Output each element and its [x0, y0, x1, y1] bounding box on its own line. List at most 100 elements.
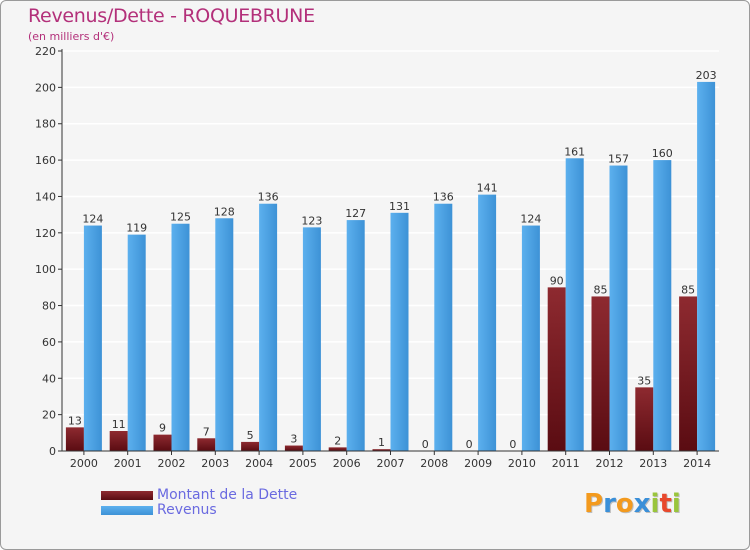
logo-letter: t: [659, 489, 672, 519]
data-label-revenue: 141: [477, 182, 498, 195]
legend-label-revenue: Revenus: [157, 502, 217, 518]
data-label-debt: 13: [68, 414, 82, 427]
x-tick-label: 2012: [596, 457, 624, 470]
data-label-revenue: 128: [214, 205, 235, 218]
y-tick-label: 60: [42, 336, 56, 349]
bar-debt: [591, 296, 610, 451]
x-tick-label: 2006: [333, 457, 361, 470]
data-label-debt: 5: [247, 429, 254, 442]
chart-title: Revenus/Dette - ROQUEBRUNE: [28, 5, 315, 27]
bar-revenue: [259, 203, 278, 451]
bar-revenue: [478, 194, 497, 452]
x-tick-label: 2001: [114, 457, 142, 470]
data-label-debt: 9: [159, 422, 166, 435]
bar-revenue: [346, 220, 365, 451]
legend-swatch-debt: [101, 490, 153, 500]
data-label-revenue: 119: [126, 222, 147, 235]
bar-debt: [372, 449, 391, 451]
bar-debt: [635, 387, 654, 451]
data-label-debt: 7: [203, 425, 210, 438]
proxiti-logo: Proxiti: [584, 489, 681, 519]
data-label-revenue: 136: [258, 191, 279, 204]
x-tick-label: 2004: [245, 457, 273, 470]
legend-swatch-revenue: [101, 505, 153, 515]
y-tick-label: 40: [42, 372, 56, 385]
data-label-debt: 90: [550, 274, 564, 287]
data-label-debt: 1: [378, 436, 385, 449]
data-label-debt: 0: [466, 438, 473, 451]
data-label-revenue: 123: [301, 214, 322, 227]
bar-debt: [284, 445, 303, 451]
bar-debt: [197, 438, 216, 451]
y-tick-label: 100: [35, 263, 56, 276]
bar-debt: [547, 287, 566, 451]
data-label-debt: 0: [422, 438, 429, 451]
y-tick-label: 0: [49, 445, 56, 458]
legend-label-debt: Montant de la Dette: [157, 487, 298, 503]
bar-debt: [679, 296, 698, 451]
logo-letter: o: [615, 489, 634, 519]
data-label-revenue: 124: [520, 213, 541, 226]
data-label-revenue: 157: [608, 153, 629, 166]
x-tick-label: 2003: [201, 457, 229, 470]
data-label-debt: 3: [290, 433, 297, 446]
data-label-revenue: 127: [345, 207, 366, 220]
data-label-debt: 0: [509, 438, 516, 451]
bar-revenue: [171, 223, 190, 451]
legend-item-debt: Montant de la Dette: [101, 487, 298, 503]
data-label-revenue: 136: [433, 191, 454, 204]
x-tick-label: 2010: [508, 457, 536, 470]
data-label-revenue: 203: [696, 69, 717, 82]
y-tick-label: 180: [35, 118, 56, 131]
logo-letter: P: [584, 489, 604, 519]
bar-revenue: [390, 212, 409, 451]
data-label-revenue: 161: [564, 145, 585, 158]
bar-debt: [153, 434, 172, 451]
bar-debt: [109, 431, 128, 451]
x-tick-label: 2013: [639, 457, 667, 470]
y-tick-label: 20: [42, 409, 56, 422]
x-tick-label: 2011: [552, 457, 580, 470]
y-tick-label: 120: [35, 227, 56, 240]
bar-debt: [241, 441, 260, 451]
bar-revenue: [215, 218, 234, 451]
legend-item-revenue: Revenus: [101, 502, 217, 518]
y-tick-label: 200: [35, 81, 56, 94]
data-label-debt: 2: [334, 434, 341, 447]
logo-letter: x: [633, 489, 651, 519]
x-tick-label: 2008: [420, 457, 448, 470]
logo-letter: i: [671, 489, 681, 519]
y-tick-label: 160: [35, 154, 56, 167]
data-label-debt: 85: [681, 283, 695, 296]
data-label-debt: 35: [637, 374, 651, 387]
x-tick-label: 2000: [70, 457, 98, 470]
bar-debt: [328, 447, 347, 451]
x-tick-label: 2014: [683, 457, 711, 470]
logo-letter: i: [650, 489, 660, 519]
data-label-debt: 11: [112, 418, 126, 431]
bar-revenue: [609, 165, 628, 451]
y-tick-label: 80: [42, 300, 56, 313]
x-tick-label: 2007: [377, 457, 405, 470]
y-tick-label: 140: [35, 190, 56, 203]
data-label-revenue: 131: [389, 200, 410, 213]
bar-revenue: [302, 227, 321, 451]
bar-revenue: [83, 225, 102, 451]
bar-revenue: [697, 81, 716, 451]
x-tick-label: 2005: [289, 457, 317, 470]
bar-debt: [65, 427, 84, 451]
chart-subtitle: (en milliers d'€): [28, 30, 115, 43]
bar-revenue: [521, 225, 540, 451]
bar-revenue: [434, 203, 453, 451]
data-label-revenue: 125: [170, 211, 191, 224]
logo-letter: r: [603, 489, 616, 519]
bar-revenue: [127, 234, 146, 451]
data-label-revenue: 124: [82, 213, 103, 226]
data-label-revenue: 160: [652, 147, 673, 160]
x-tick-label: 2002: [158, 457, 186, 470]
x-tick-label: 2009: [464, 457, 492, 470]
y-tick-label: 220: [35, 45, 56, 58]
data-label-debt: 85: [594, 283, 608, 296]
